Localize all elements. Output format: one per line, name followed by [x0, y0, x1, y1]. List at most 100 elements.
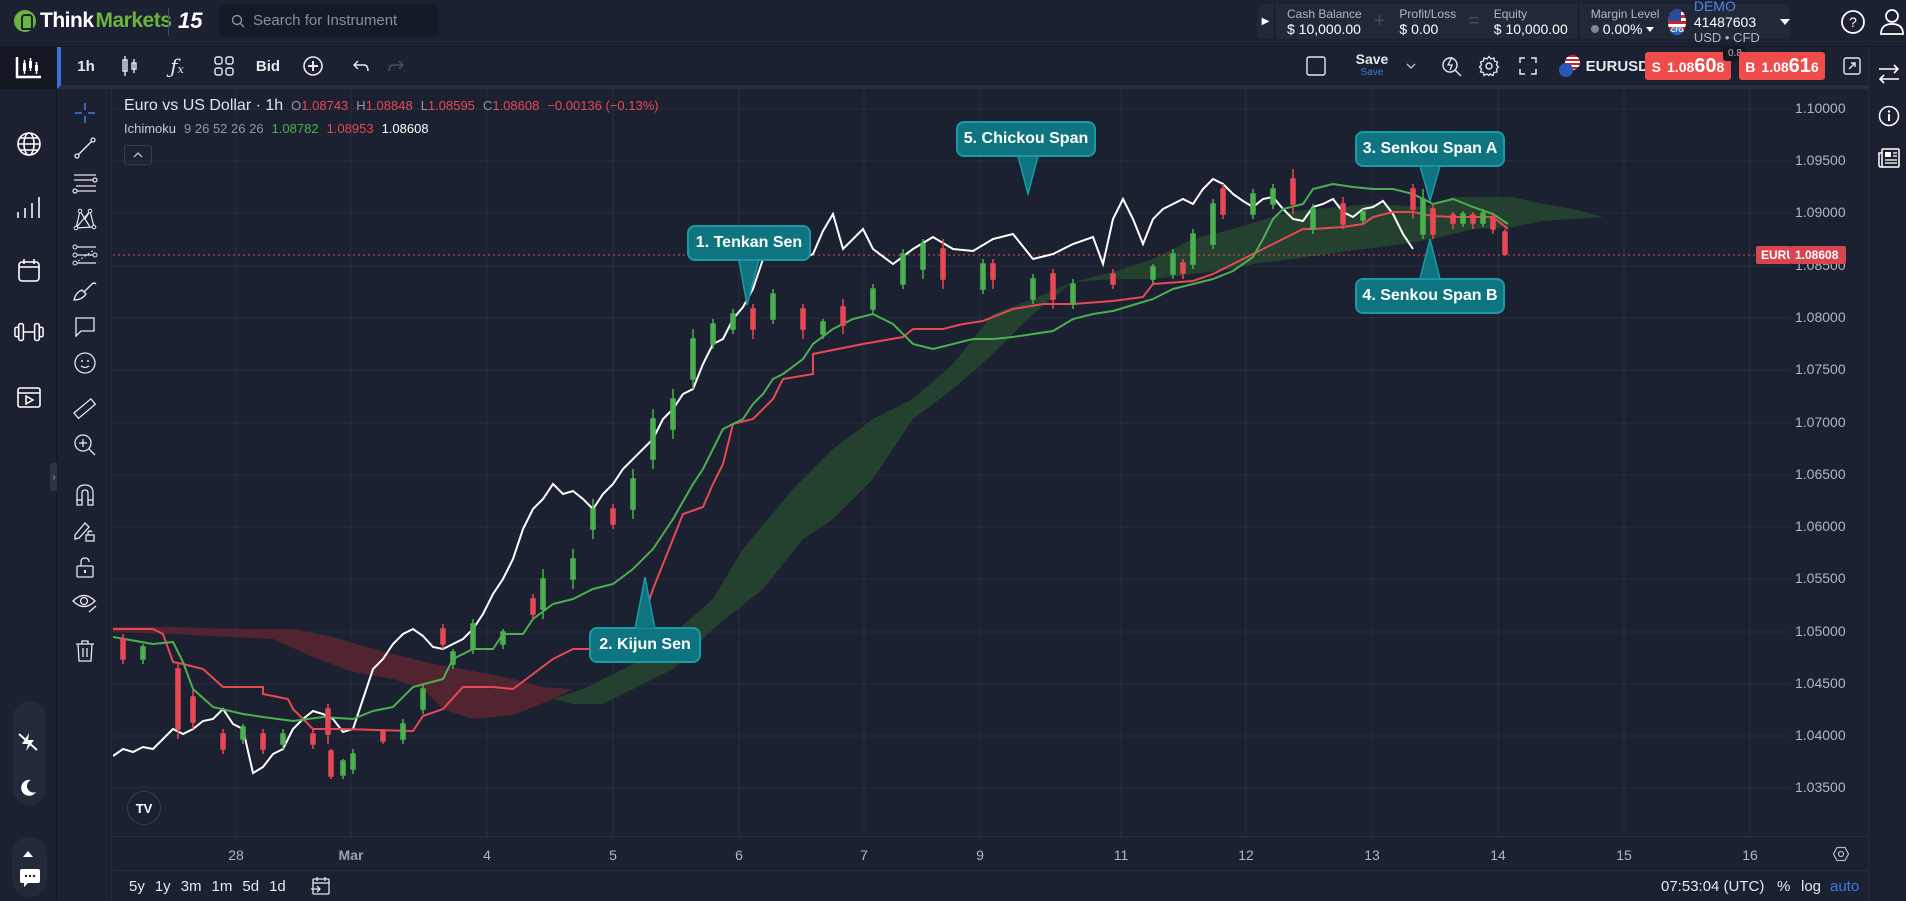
range-5d[interactable]: 5d	[242, 878, 260, 895]
nav-chart[interactable]	[14, 53, 44, 83]
log-toggle[interactable]: log	[1801, 878, 1822, 895]
measure-tool[interactable]	[71, 395, 99, 423]
profit-loss-label: Profit/Loss	[1399, 6, 1457, 21]
pattern-tool[interactable]	[71, 205, 99, 233]
indicator-legend[interactable]: Ichimoku 9 26 52 26 26 1.08782 1.08953 1…	[124, 121, 429, 136]
goto-date-button[interactable]	[310, 876, 330, 901]
settings-button[interactable]	[1474, 47, 1504, 85]
hide-drawings-tool[interactable]	[71, 589, 99, 617]
margin-level[interactable]: Margin Level: 0.00%	[1579, 7, 1673, 37]
price-label: 1.04000	[1795, 727, 1846, 743]
nav-markets[interactable]	[14, 129, 44, 159]
nav-training[interactable]	[14, 317, 44, 347]
zoom-in-tool[interactable]	[71, 431, 99, 459]
lock-all-tool[interactable]	[71, 553, 99, 581]
range-buttons: 5y 1y 3m 1m 5d 1d	[129, 878, 286, 895]
range-1y[interactable]: 1y	[154, 878, 171, 895]
time-axis[interactable]: 28 Mar 4 5 6 7 9 11 12 13 14 15 16	[113, 836, 1868, 870]
dark-mode-toggle[interactable]	[13, 773, 43, 803]
undo-button[interactable]	[346, 47, 376, 85]
utc-clock[interactable]: 07:53:04 (UTC)	[1661, 878, 1765, 895]
price-type-button[interactable]: Bid	[255, 57, 281, 75]
help-button[interactable]: ?	[1840, 9, 1866, 40]
interval-button[interactable]: 1h	[77, 57, 95, 75]
lightning-search-icon	[1442, 56, 1462, 77]
chevron-down-icon	[1780, 18, 1790, 25]
chart-type-button[interactable]	[115, 47, 145, 85]
account-selector[interactable]: CFD DEMO 41487603 USD • CFD	[1660, 0, 1790, 45]
toggle-notifications-button[interactable]	[13, 727, 43, 757]
add-compare-button[interactable]	[298, 47, 328, 85]
thinkmarkets-logo[interactable]: Think Markets	[14, 9, 172, 33]
text-tool[interactable]	[71, 313, 99, 341]
quick-search-button[interactable]	[1437, 47, 1467, 85]
lock-drawings-tool[interactable]	[71, 517, 99, 545]
tradingview-logo[interactable]: TV	[127, 791, 161, 825]
price-label: 1.05000	[1795, 623, 1846, 639]
time-label: 4	[483, 847, 491, 863]
symbol-price-tag: EURUSD	[1756, 246, 1790, 264]
symbol-badge[interactable]: EURUSD	[1559, 47, 1649, 85]
horizontal-lines-tool[interactable]	[71, 169, 99, 197]
callout-pointer	[1419, 166, 1441, 202]
price-chart[interactable]: Euro vs US Dollar · 1h O1.08743 H1.08848…	[113, 89, 1790, 836]
open-value: 1.08743	[301, 98, 349, 113]
divider	[1577, 4, 1579, 39]
status-dot-icon	[1590, 25, 1599, 33]
calendar-icon	[18, 259, 40, 282]
layouts-button[interactable]	[209, 47, 239, 85]
trade-panel-button[interactable]	[1876, 61, 1902, 87]
save-options-button[interactable]	[1401, 47, 1421, 85]
save-button[interactable]: Save Save	[1347, 47, 1397, 85]
buy-button[interactable]: B 1.08 61 6	[1739, 52, 1825, 80]
trend-line-tool[interactable]	[71, 134, 99, 162]
chart-canvas[interactable]	[113, 89, 1790, 836]
scroll-up-button[interactable]	[23, 844, 33, 862]
redo-button[interactable]	[381, 47, 411, 85]
horizontal-lines-icon	[72, 174, 98, 194]
range-3m[interactable]: 3m	[180, 878, 202, 895]
price-axis[interactable]: 1.10000 1.09500 1.09000 1.08500 1.08000 …	[1790, 89, 1868, 836]
chat-button[interactable]	[15, 863, 45, 893]
auto-toggle[interactable]: auto	[1830, 878, 1860, 895]
axis-settings-button[interactable]	[1832, 846, 1850, 867]
ruler-icon	[73, 397, 97, 420]
price-label: 1.07500	[1795, 361, 1846, 377]
remove-drawings-tool[interactable]	[71, 637, 99, 665]
range-1d[interactable]: 1d	[269, 878, 286, 895]
collapse-legend-button[interactable]	[124, 145, 152, 165]
fullscreen-button[interactable]	[1513, 47, 1543, 85]
range-1m[interactable]: 1m	[211, 878, 233, 895]
chikou-span-line	[113, 177, 1414, 775]
close-label: C	[482, 98, 493, 113]
callout-senkou-span-a: 3. Senkou Span A	[1355, 131, 1505, 167]
sell-button[interactable]: S 1.08 60 8	[1645, 52, 1731, 80]
profit-loss: Profit/Loss $ 0.00	[1387, 7, 1466, 37]
info-button[interactable]	[1876, 103, 1902, 129]
indicators-button[interactable]: ƒx	[162, 47, 192, 85]
nav-videos[interactable]	[14, 382, 44, 412]
expand-account-button[interactable]: ▶	[1261, 4, 1275, 39]
instrument-search[interactable]: Search for Instrument	[219, 4, 439, 37]
news-button[interactable]	[1876, 145, 1902, 171]
popout-button[interactable]	[1837, 47, 1867, 85]
callout-kijun-sen: 2. Kijun Sen	[589, 627, 701, 663]
brand-think: Think	[40, 9, 94, 32]
account-currency-type: USD • CFD	[1693, 30, 1760, 45]
nav-signals[interactable]	[14, 192, 44, 222]
profile-button[interactable]	[1878, 7, 1906, 42]
range-5y[interactable]: 5y	[129, 878, 145, 895]
profit-loss-value: $ 0.00	[1399, 20, 1439, 37]
brush-tool[interactable]	[71, 277, 99, 305]
crosshair-tool[interactable]	[71, 99, 99, 127]
nav-calendar[interactable]	[14, 255, 44, 285]
percent-toggle[interactable]: %	[1777, 878, 1791, 895]
magnet-tool[interactable]	[71, 481, 99, 509]
emoji-tool[interactable]	[71, 349, 99, 377]
fibonacci-tool[interactable]	[71, 241, 99, 269]
account-number: 41487603	[1693, 14, 1757, 30]
collapse-toolbar-handle[interactable]: ›	[50, 463, 58, 491]
nav-chart-active[interactable]	[0, 47, 57, 89]
select-layout-button[interactable]	[1301, 47, 1331, 85]
tv-logo-icon: TV	[135, 800, 153, 816]
